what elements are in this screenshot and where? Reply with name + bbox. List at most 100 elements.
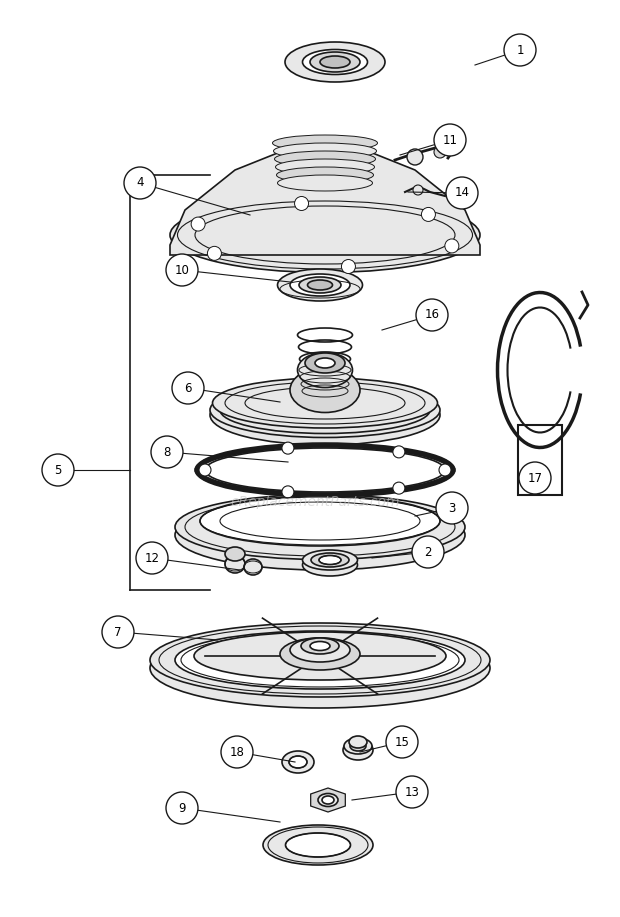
Circle shape xyxy=(221,736,253,768)
Ellipse shape xyxy=(273,143,376,159)
Polygon shape xyxy=(311,788,345,812)
Ellipse shape xyxy=(275,151,376,167)
Ellipse shape xyxy=(200,496,440,546)
Ellipse shape xyxy=(170,197,480,272)
Ellipse shape xyxy=(310,52,360,72)
Ellipse shape xyxy=(282,751,314,773)
Circle shape xyxy=(282,442,294,454)
Circle shape xyxy=(393,446,405,458)
Circle shape xyxy=(282,486,294,498)
Ellipse shape xyxy=(175,631,465,689)
Ellipse shape xyxy=(289,756,307,768)
Ellipse shape xyxy=(150,628,490,708)
Polygon shape xyxy=(170,145,480,255)
Circle shape xyxy=(102,616,134,648)
Ellipse shape xyxy=(311,553,349,567)
Ellipse shape xyxy=(290,638,350,662)
Ellipse shape xyxy=(220,386,430,434)
Circle shape xyxy=(166,792,198,824)
Ellipse shape xyxy=(318,793,338,806)
Ellipse shape xyxy=(278,269,363,301)
Ellipse shape xyxy=(343,740,373,760)
Text: 12: 12 xyxy=(144,551,159,565)
Text: 9: 9 xyxy=(179,801,186,814)
Circle shape xyxy=(136,542,168,574)
Circle shape xyxy=(416,299,448,331)
Ellipse shape xyxy=(299,277,341,293)
Ellipse shape xyxy=(210,382,440,437)
Ellipse shape xyxy=(277,167,373,183)
Circle shape xyxy=(436,492,468,524)
Circle shape xyxy=(199,464,211,476)
Circle shape xyxy=(407,149,423,165)
Ellipse shape xyxy=(301,638,339,654)
Ellipse shape xyxy=(210,385,440,445)
Circle shape xyxy=(208,247,221,260)
Ellipse shape xyxy=(150,623,490,697)
Text: 3: 3 xyxy=(448,502,456,514)
Text: 4: 4 xyxy=(136,176,144,190)
Ellipse shape xyxy=(322,796,334,804)
Text: 8: 8 xyxy=(163,446,170,458)
Ellipse shape xyxy=(305,353,345,373)
Ellipse shape xyxy=(280,638,360,670)
Ellipse shape xyxy=(315,358,335,368)
Ellipse shape xyxy=(303,550,358,570)
Circle shape xyxy=(396,776,428,808)
Circle shape xyxy=(519,462,551,494)
Circle shape xyxy=(446,177,478,209)
Circle shape xyxy=(445,239,459,253)
Circle shape xyxy=(151,436,183,468)
Text: 17: 17 xyxy=(528,471,542,484)
Circle shape xyxy=(386,726,418,758)
Circle shape xyxy=(166,254,198,286)
Ellipse shape xyxy=(298,352,353,388)
Ellipse shape xyxy=(205,448,445,492)
Circle shape xyxy=(342,260,355,273)
Circle shape xyxy=(191,217,205,231)
Ellipse shape xyxy=(285,42,385,82)
Text: 14: 14 xyxy=(454,186,469,200)
Ellipse shape xyxy=(344,738,372,754)
Ellipse shape xyxy=(263,825,373,865)
Circle shape xyxy=(294,196,309,211)
Ellipse shape xyxy=(175,500,465,570)
Ellipse shape xyxy=(194,632,446,680)
Circle shape xyxy=(172,372,204,404)
Ellipse shape xyxy=(278,175,373,191)
Circle shape xyxy=(412,536,444,568)
Text: 7: 7 xyxy=(114,625,122,638)
Ellipse shape xyxy=(350,741,366,751)
Ellipse shape xyxy=(349,736,367,748)
Text: 5: 5 xyxy=(55,463,61,477)
Circle shape xyxy=(439,464,451,476)
Ellipse shape xyxy=(319,556,341,565)
Circle shape xyxy=(393,482,405,494)
Ellipse shape xyxy=(303,554,358,576)
Ellipse shape xyxy=(225,555,245,573)
Circle shape xyxy=(42,454,74,486)
Bar xyxy=(518,425,562,495)
Text: 11: 11 xyxy=(443,134,458,147)
Ellipse shape xyxy=(320,56,350,68)
Text: eReplacementParts.com: eReplacementParts.com xyxy=(230,495,400,509)
Ellipse shape xyxy=(225,547,245,561)
Ellipse shape xyxy=(285,833,350,857)
Text: 13: 13 xyxy=(405,786,420,799)
Circle shape xyxy=(434,146,446,158)
Ellipse shape xyxy=(310,642,330,650)
Text: 18: 18 xyxy=(229,746,244,758)
Ellipse shape xyxy=(290,368,360,413)
Circle shape xyxy=(504,34,536,66)
Circle shape xyxy=(422,207,435,221)
Ellipse shape xyxy=(308,280,332,290)
Circle shape xyxy=(434,124,466,156)
Ellipse shape xyxy=(244,559,262,575)
Ellipse shape xyxy=(175,494,465,559)
Circle shape xyxy=(124,167,156,199)
Text: 1: 1 xyxy=(516,43,524,57)
Ellipse shape xyxy=(290,274,350,296)
Ellipse shape xyxy=(213,378,438,428)
Text: 15: 15 xyxy=(394,735,409,748)
Ellipse shape xyxy=(273,135,378,151)
